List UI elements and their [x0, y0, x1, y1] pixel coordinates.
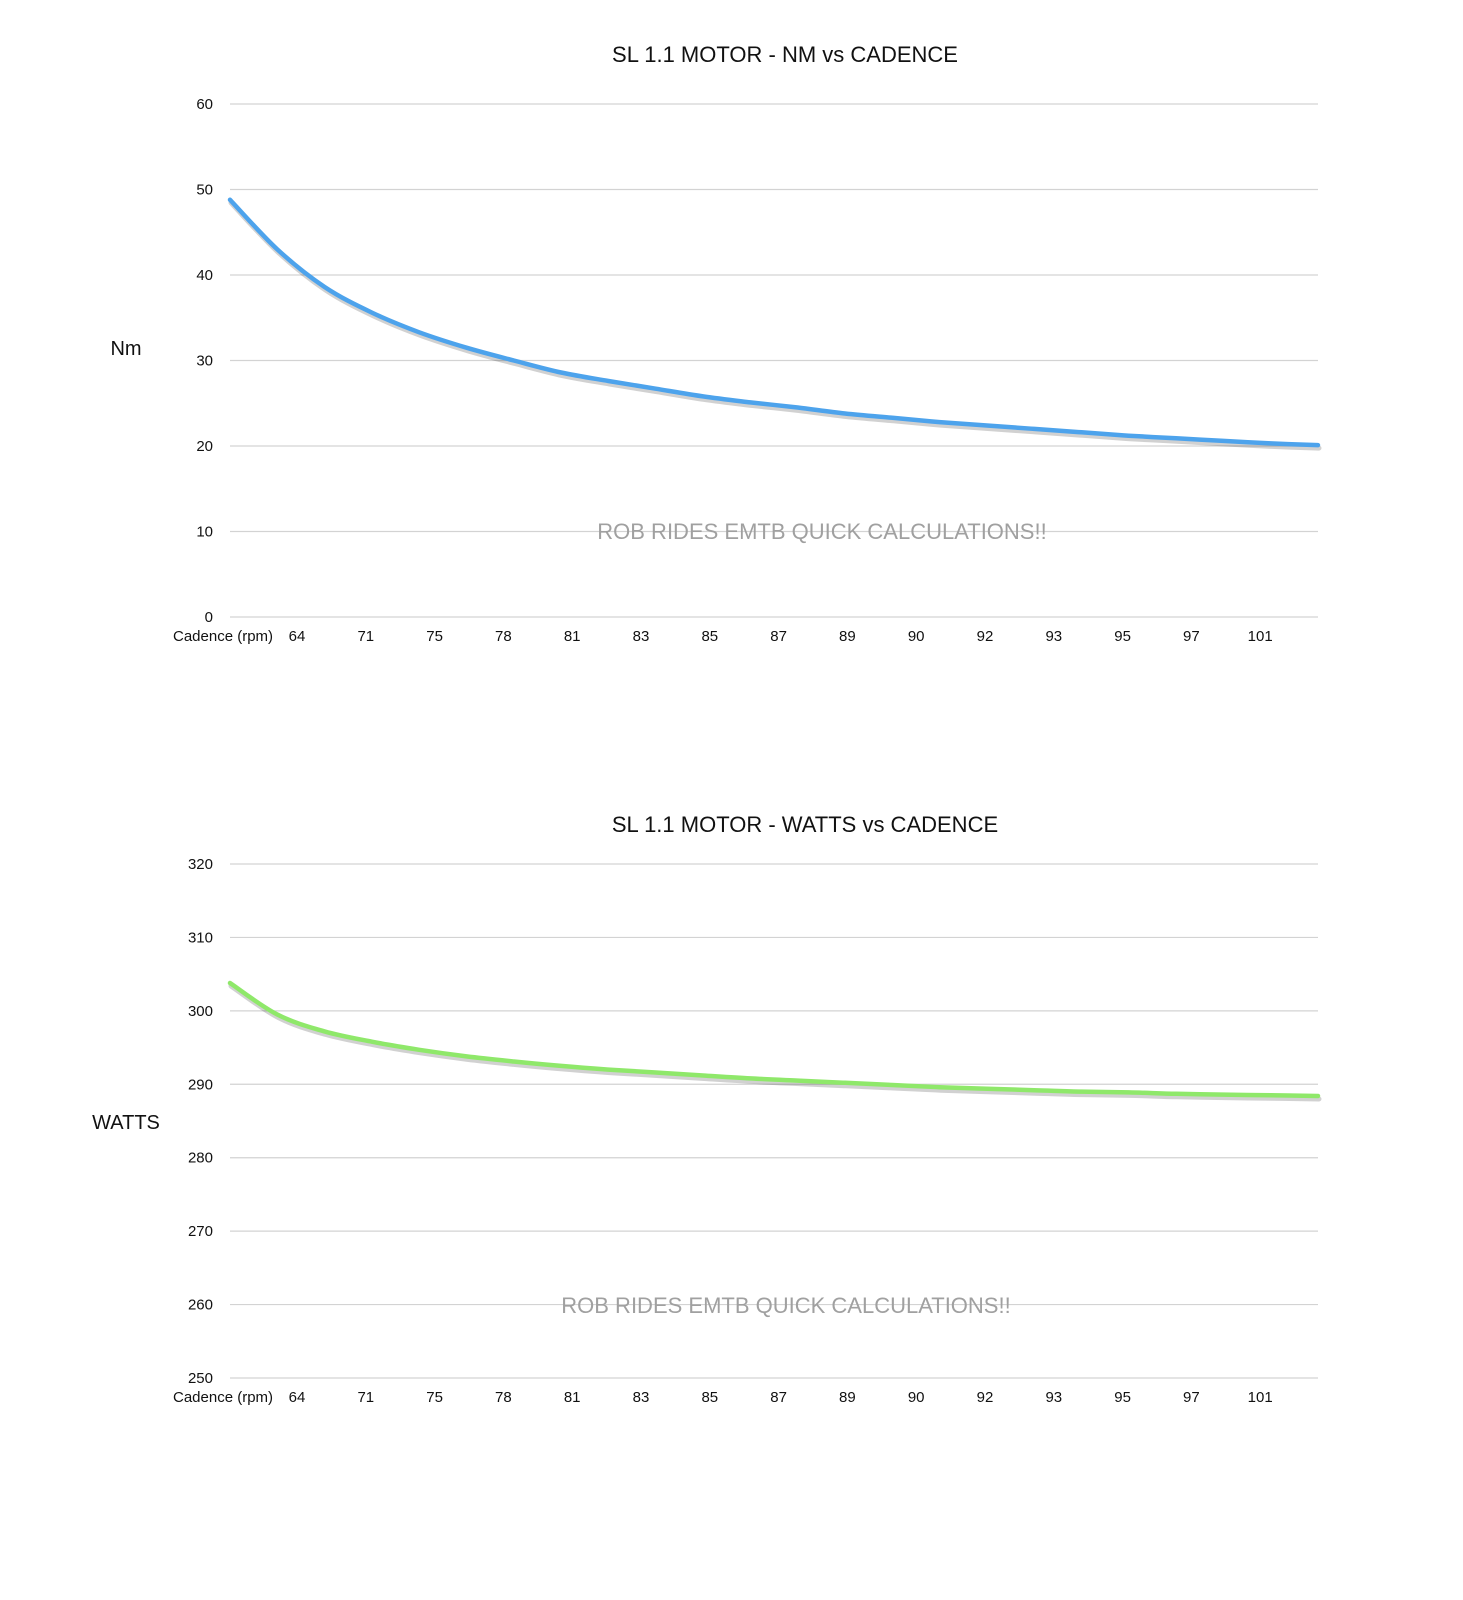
y-tick-label: 40: [196, 267, 213, 284]
x-tick-label: 85: [701, 628, 718, 645]
y-tick-label: 20: [196, 438, 213, 455]
y-tick-label: 270: [188, 1223, 213, 1240]
y-tick-label: 310: [188, 929, 213, 946]
x-tick-label: 93: [1045, 628, 1062, 645]
x-tick-label: 78: [495, 628, 512, 645]
y-axis-label: Nm: [110, 338, 141, 360]
x-tick-label: 64: [289, 1389, 306, 1406]
watermark: ROB RIDES EMTB QUICK CALCULATIONS!!: [561, 1293, 1010, 1318]
x-axis-label: Cadence (rpm): [173, 1389, 273, 1406]
x-tick-label: 64: [289, 628, 306, 645]
x-tick-label: 95: [1114, 1389, 1131, 1406]
x-tick-label: 90: [908, 1389, 925, 1406]
y-tick-label: 250: [188, 1370, 213, 1387]
watermark: ROB RIDES EMTB QUICK CALCULATIONS!!: [597, 519, 1046, 544]
x-tick-label: 87: [770, 1389, 787, 1406]
series-line: [227, 980, 1321, 1099]
y-tick-label: 60: [196, 96, 213, 113]
y-tick-label: 10: [196, 524, 213, 541]
x-tick-label: 90: [908, 628, 925, 645]
x-tick-label: 89: [839, 628, 856, 645]
x-tick-label: 71: [357, 628, 374, 645]
x-tick-label: 78: [495, 1389, 512, 1406]
y-tick-label: 280: [188, 1150, 213, 1167]
series-line-shadow: [228, 983, 1322, 1102]
x-tick-label: 101: [1248, 628, 1273, 645]
chart-title: SL 1.1 MOTOR - NM vs CADENCE: [612, 42, 958, 67]
x-tick-label: 97: [1183, 1389, 1200, 1406]
x-tick-label: 92: [977, 1389, 994, 1406]
x-tick-label: 97: [1183, 628, 1200, 645]
x-tick-label: 75: [426, 628, 443, 645]
chart-2: SL 1.1 MOTOR - WATTS vs CADENCE 250 260 270…: [92, 812, 1322, 1406]
x-tick-label: 83: [633, 628, 650, 645]
chart-title: SL 1.1 MOTOR - WATTS vs CADENCE: [612, 812, 998, 837]
x-tick-label: 89: [839, 1389, 856, 1406]
x-tick-label: 81: [564, 628, 581, 645]
y-axis-label: WATTS: [92, 1112, 160, 1134]
y-tick-label: 0: [205, 609, 213, 626]
x-tick-label: 83: [633, 1389, 650, 1406]
x-tick-label: 71: [357, 1389, 374, 1406]
x-tick-label: 81: [564, 1389, 581, 1406]
y-tick-label: 50: [196, 182, 213, 199]
series-line-shadow: [228, 200, 1322, 451]
y-tick-label: 290: [188, 1076, 213, 1093]
x-axis-label: Cadence (rpm): [173, 628, 273, 645]
x-tick-label: 92: [977, 628, 994, 645]
series-line: [227, 197, 1321, 448]
y-tick-label: 30: [196, 353, 213, 370]
x-tick-label: 95: [1114, 628, 1131, 645]
x-tick-label: 75: [426, 1389, 443, 1406]
y-tick-label: 300: [188, 1003, 213, 1020]
y-tick-label: 260: [188, 1297, 213, 1314]
chart-1: SL 1.1 MOTOR - NM vs CADENCE 0 10 20 30 40 50 6…: [110, 42, 1322, 645]
y-tick-label: 320: [188, 856, 213, 873]
x-tick-label: 101: [1248, 1389, 1273, 1406]
x-tick-label: 87: [770, 628, 787, 645]
x-tick-label: 85: [701, 1389, 718, 1406]
x-tick-label: 93: [1045, 1389, 1062, 1406]
